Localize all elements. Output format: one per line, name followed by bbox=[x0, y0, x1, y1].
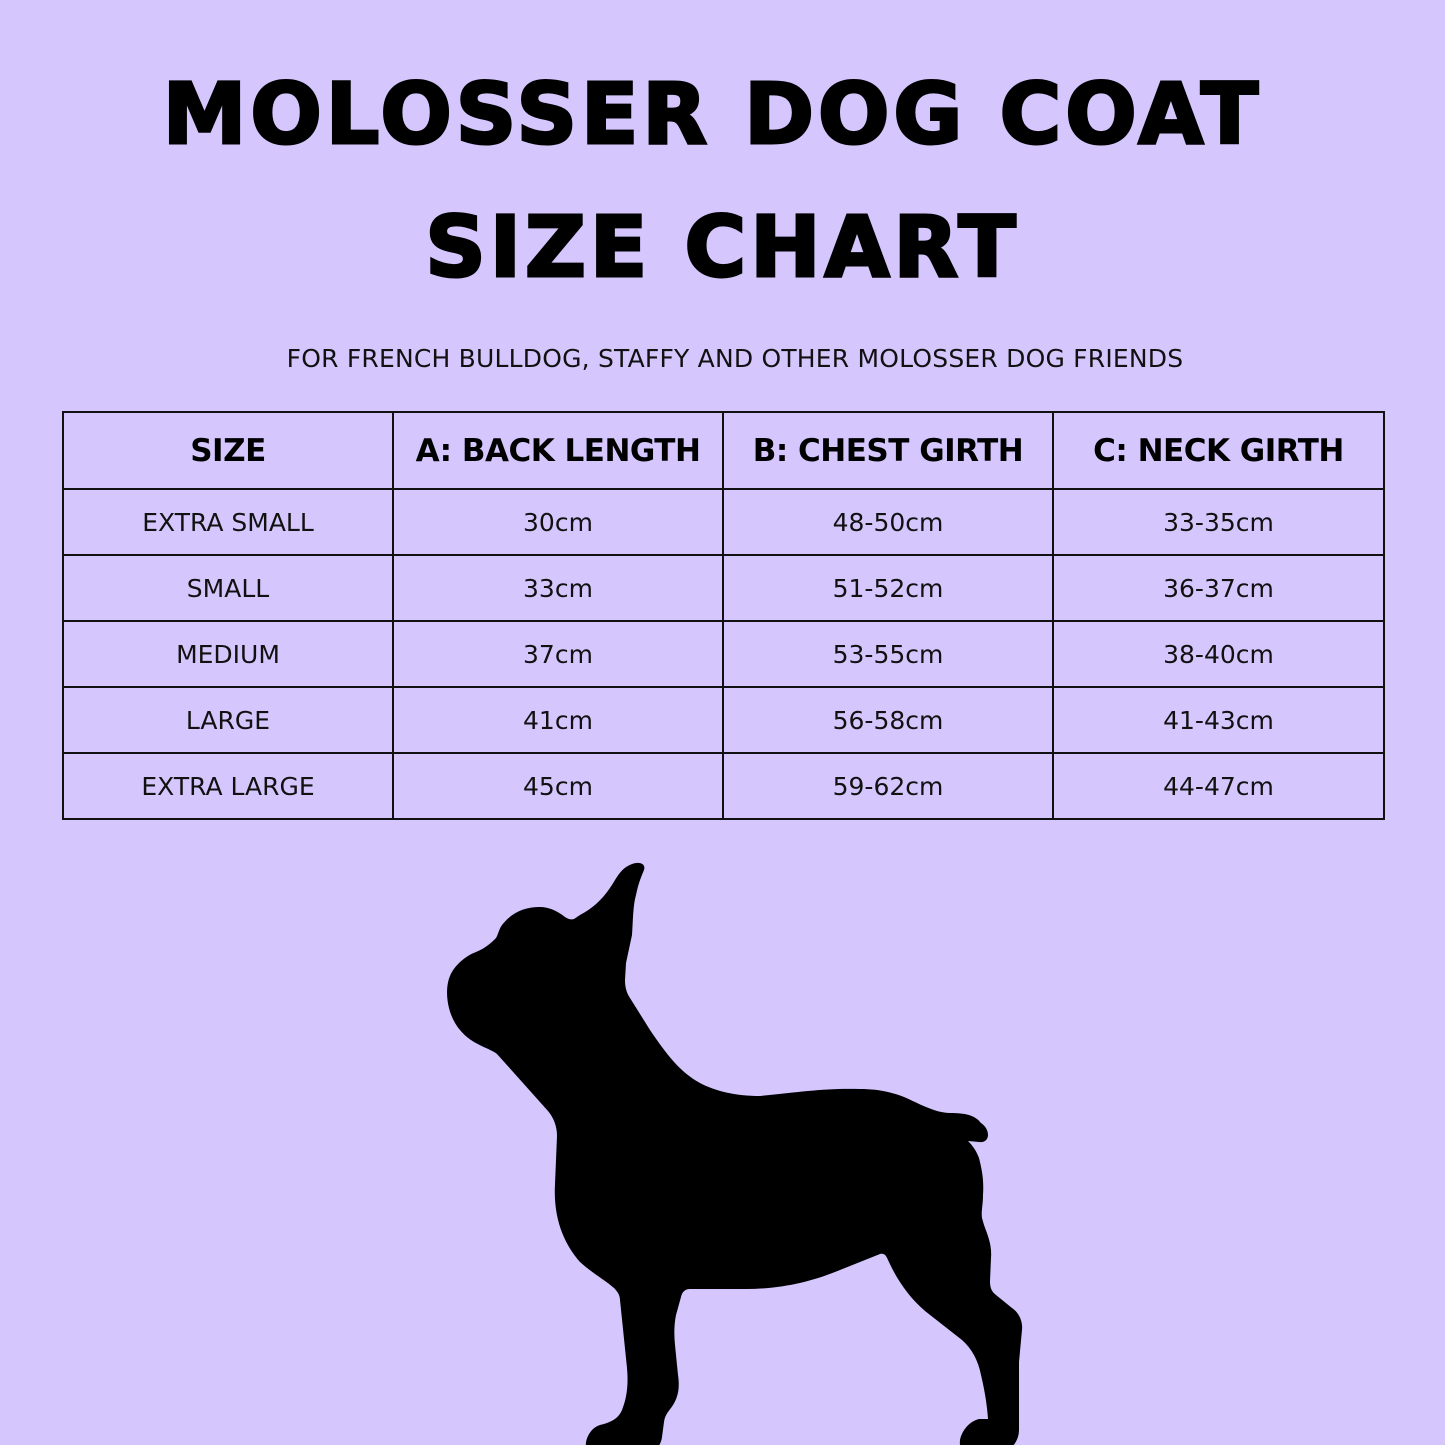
cell-neck-girth: 38-40cm bbox=[1052, 620, 1385, 688]
table-row: SMALL 33cm 51-52cm 36-37cm bbox=[62, 554, 1385, 622]
cell-chest-girth: 56-58cm bbox=[722, 686, 1054, 754]
size-table: SIZE A: BACK LENGTH B: CHEST GIRTH C: NE… bbox=[62, 411, 1385, 820]
cell-back-length: 45cm bbox=[392, 752, 724, 820]
header-size: SIZE bbox=[62, 411, 394, 490]
cell-chest-girth: 53-55cm bbox=[722, 620, 1054, 688]
cell-back-length: 41cm bbox=[392, 686, 724, 754]
cell-size: EXTRA LARGE bbox=[62, 752, 394, 820]
table-row: EXTRA SMALL 30cm 48-50cm 33-35cm bbox=[62, 488, 1385, 556]
cell-size: SMALL bbox=[62, 554, 394, 622]
table-row: MEDIUM 37cm 53-55cm 38-40cm bbox=[62, 620, 1385, 688]
cell-neck-girth: 36-37cm bbox=[1052, 554, 1385, 622]
page-title-line-1: MOLOSSER DOG COAT bbox=[161, 65, 1263, 163]
cell-chest-girth: 51-52cm bbox=[722, 554, 1054, 622]
table-header-row: SIZE A: BACK LENGTH B: CHEST GIRTH C: NE… bbox=[62, 411, 1385, 490]
cell-size: LARGE bbox=[62, 686, 394, 754]
cell-back-length: 37cm bbox=[392, 620, 724, 688]
header-chest-girth: B: CHEST GIRTH bbox=[722, 411, 1054, 490]
cell-neck-girth: 33-35cm bbox=[1052, 488, 1385, 556]
subtitle: FOR FRENCH BULLDOG, STAFFY AND OTHER MOL… bbox=[286, 344, 1184, 373]
header-back-length: A: BACK LENGTH bbox=[392, 411, 724, 490]
cell-size: EXTRA SMALL bbox=[62, 488, 394, 556]
table-row: EXTRA LARGE 45cm 59-62cm 44-47cm bbox=[62, 752, 1385, 820]
header-neck-girth: C: NECK GIRTH bbox=[1052, 411, 1385, 490]
cell-chest-girth: 48-50cm bbox=[722, 488, 1054, 556]
cell-chest-girth: 59-62cm bbox=[722, 752, 1054, 820]
cell-back-length: 30cm bbox=[392, 488, 724, 556]
cell-size: MEDIUM bbox=[62, 620, 394, 688]
cell-neck-girth: 41-43cm bbox=[1052, 686, 1385, 754]
cell-neck-girth: 44-47cm bbox=[1052, 752, 1385, 820]
page-title-line-2: SIZE CHART bbox=[424, 198, 1020, 296]
table-row: LARGE 41cm 56-58cm 41-43cm bbox=[62, 686, 1385, 754]
cell-back-length: 33cm bbox=[392, 554, 724, 622]
